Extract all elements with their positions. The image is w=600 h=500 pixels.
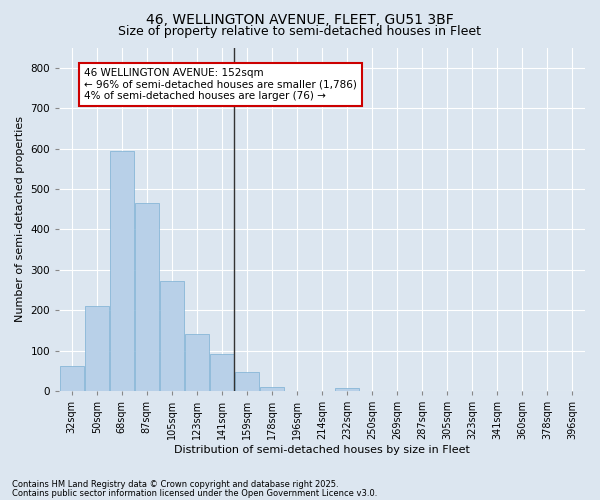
Text: Contains HM Land Registry data © Crown copyright and database right 2025.: Contains HM Land Registry data © Crown c… <box>12 480 338 489</box>
Bar <box>335 388 359 391</box>
Bar <box>110 150 134 391</box>
Bar <box>160 281 184 391</box>
Bar <box>260 387 284 391</box>
X-axis label: Distribution of semi-detached houses by size in Fleet: Distribution of semi-detached houses by … <box>174 445 470 455</box>
Text: 46 WELLINGTON AVENUE: 152sqm
← 96% of semi-detached houses are smaller (1,786)
4: 46 WELLINGTON AVENUE: 152sqm ← 96% of se… <box>84 68 357 101</box>
Bar <box>85 306 109 391</box>
Bar <box>235 372 259 391</box>
Bar <box>185 334 209 391</box>
Y-axis label: Number of semi-detached properties: Number of semi-detached properties <box>15 116 25 322</box>
Text: Size of property relative to semi-detached houses in Fleet: Size of property relative to semi-detach… <box>119 25 482 38</box>
Bar <box>135 203 159 391</box>
Bar <box>210 354 234 391</box>
Bar <box>60 366 83 391</box>
Text: 46, WELLINGTON AVENUE, FLEET, GU51 3BF: 46, WELLINGTON AVENUE, FLEET, GU51 3BF <box>146 12 454 26</box>
Text: Contains public sector information licensed under the Open Government Licence v3: Contains public sector information licen… <box>12 488 377 498</box>
